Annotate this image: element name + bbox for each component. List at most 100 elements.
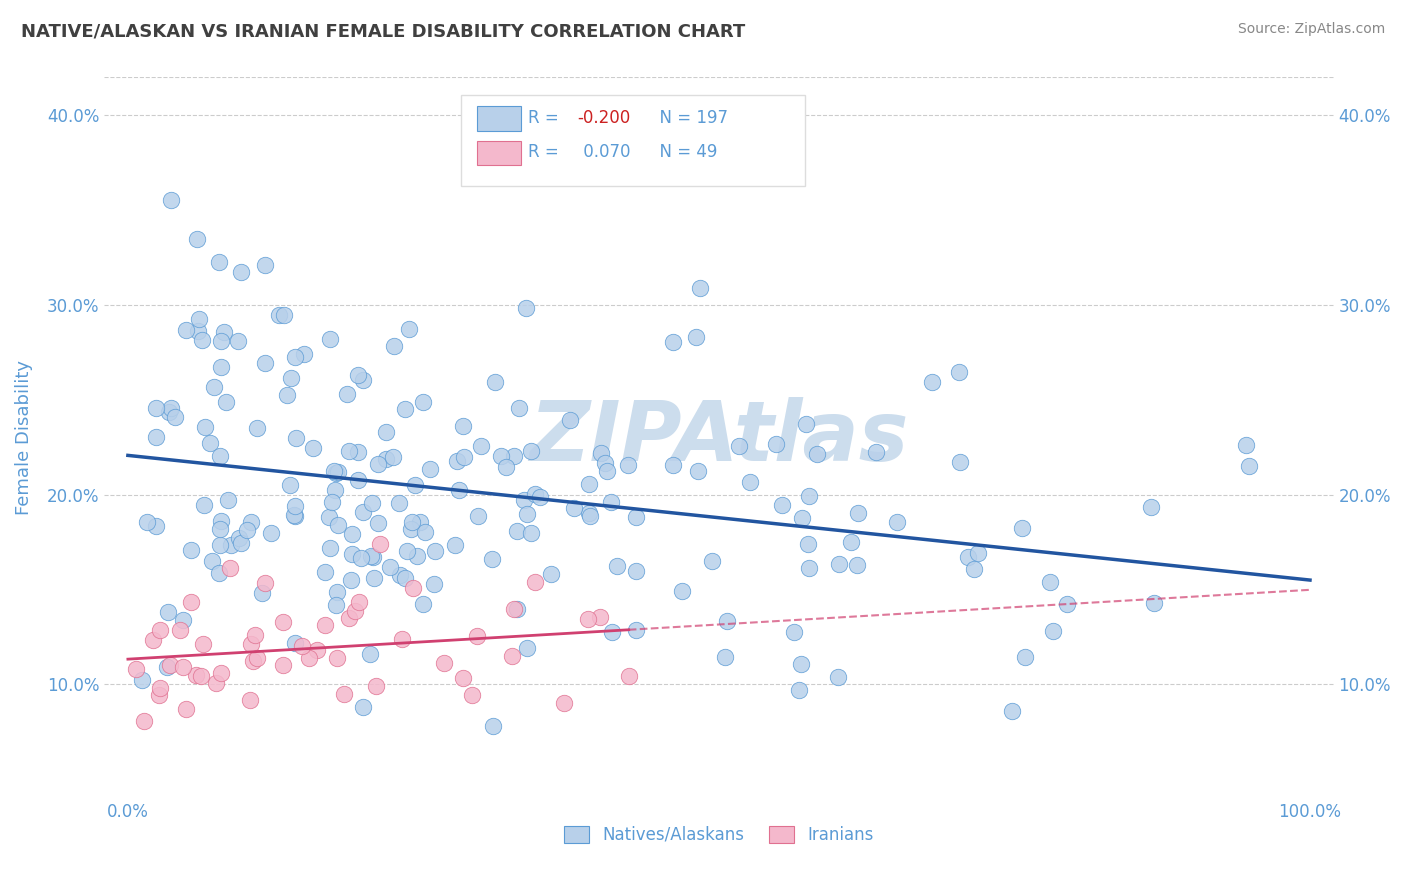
Point [366,680,388,694]
Point [378,560,401,574]
Point [578,509,600,524]
Point [460,688,482,702]
Point [239,637,262,651]
Point [165,410,187,425]
Point [806,447,828,461]
Point [212,325,235,339]
Point [347,473,370,487]
Point [520,444,543,458]
Point [1001,704,1024,718]
Point [686,464,709,478]
Point [242,653,264,667]
Point [1039,575,1062,590]
Point [662,334,685,349]
Text: 0.070: 0.070 [578,144,630,161]
Point [600,624,623,639]
Point [254,576,277,591]
Point [209,514,232,528]
Point [125,663,148,677]
Point [340,527,363,541]
Point [280,371,302,385]
Point [246,421,269,435]
Point [209,665,232,680]
Point [219,538,242,552]
Point [502,449,524,463]
Point [239,693,262,707]
Point [149,623,172,637]
Point [284,499,307,513]
Text: R =: R = [529,144,564,161]
Point [361,496,384,510]
Point [794,417,817,432]
Point [419,462,441,476]
Text: N = 49: N = 49 [650,144,717,161]
Point [727,439,749,453]
Point [352,505,374,519]
Point [188,312,211,326]
Point [349,551,371,566]
Point [360,549,382,564]
Point [617,669,640,683]
Point [284,431,307,445]
Point [160,193,183,207]
Point [302,441,325,455]
Point [1042,624,1064,639]
Point [367,458,389,472]
Point [180,542,202,557]
Point [433,656,456,670]
Point [322,464,344,478]
Point [318,510,340,524]
Point [523,487,546,501]
Point [228,334,250,348]
Point [962,562,984,576]
Point [716,615,738,629]
Point [228,531,250,545]
Point [186,232,208,246]
Point [208,538,231,552]
Point [506,602,529,616]
Point [589,610,612,624]
Text: Source: ZipAtlas.com: Source: ZipAtlas.com [1237,22,1385,37]
Point [388,496,411,510]
Point [797,537,820,551]
Point [368,536,391,550]
Point [191,334,214,348]
Point [770,498,793,512]
Point [342,548,364,562]
Point [284,350,307,364]
Point [267,308,290,322]
Point [412,394,434,409]
Point [402,581,425,595]
Point [921,375,943,389]
Point [131,673,153,688]
Point [187,324,209,338]
Point [662,458,685,472]
Point [375,452,398,467]
Point [578,506,600,520]
Point [470,439,492,453]
Point [560,413,582,427]
Point [491,449,513,463]
Point [624,565,647,579]
Point [578,612,600,626]
Point [352,700,374,714]
Point [797,560,820,574]
Point [208,255,231,269]
Point [738,475,761,490]
Point [948,365,970,379]
Point [314,617,336,632]
Point [219,560,242,574]
Point [451,419,474,434]
Point [423,543,446,558]
Point [352,373,374,387]
Point [253,258,276,272]
Point [273,308,295,322]
Point [382,339,405,353]
Point [484,375,506,389]
Point [235,523,257,537]
Y-axis label: Female Disability: Female Disability [15,360,32,516]
Point [321,495,343,509]
Point [423,576,446,591]
Point [145,401,167,415]
Point [205,676,228,690]
